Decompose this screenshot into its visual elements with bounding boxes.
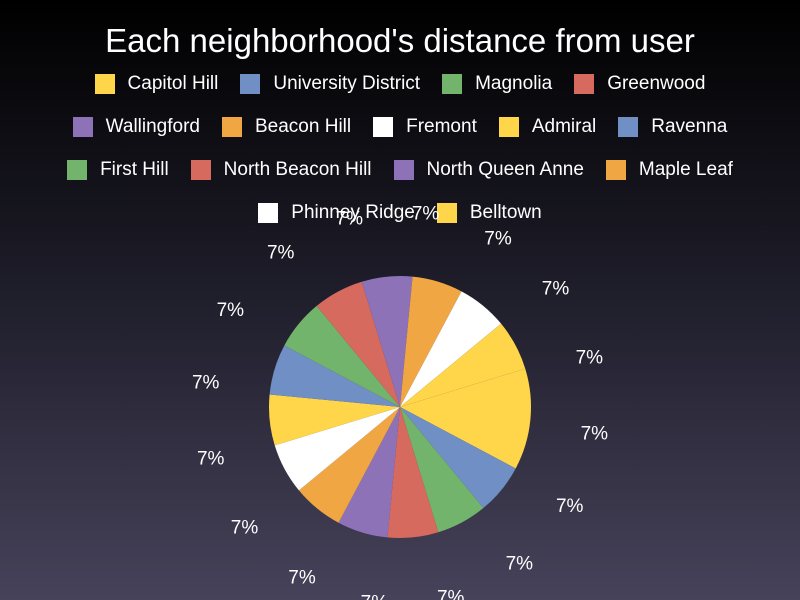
slice-percent-label: 7% bbox=[542, 279, 570, 300]
legend-label: North Beacon Hill bbox=[223, 158, 372, 180]
pie-slice bbox=[387, 407, 439, 538]
legend-swatch bbox=[393, 159, 414, 180]
slice-percent-label: 7% bbox=[361, 592, 389, 600]
pie-slice bbox=[400, 407, 484, 533]
pie-slice bbox=[269, 394, 400, 446]
legend-swatch bbox=[258, 202, 279, 223]
slice-percent-label: 7% bbox=[192, 372, 220, 393]
legend-item: University District bbox=[240, 73, 420, 95]
legend-swatch bbox=[94, 73, 115, 94]
pie-slice bbox=[269, 345, 400, 407]
legend-row: Phinney Ridge Belltown bbox=[0, 191, 800, 234]
legend-label: University District bbox=[273, 72, 421, 94]
legend-item: Greenwood bbox=[574, 73, 705, 95]
slice-percent-label: 7% bbox=[506, 554, 534, 575]
legend-label: Capitol Hill bbox=[127, 72, 219, 94]
legend-swatch bbox=[222, 116, 242, 137]
pie-slice bbox=[298, 407, 400, 523]
slice-percent-label: 7% bbox=[217, 300, 245, 321]
slice-percent-label: 7% bbox=[267, 243, 295, 264]
slice-percent-label: 7% bbox=[556, 496, 584, 517]
legend-label: Belltown bbox=[469, 201, 542, 223]
legend-swatch bbox=[72, 116, 93, 137]
legend-swatch bbox=[442, 73, 463, 94]
slice-percent-label: 7% bbox=[336, 209, 364, 230]
legend-item: Wallingford bbox=[72, 115, 200, 138]
legend-item: Fremont bbox=[373, 116, 477, 138]
legend-item: North Beacon Hill bbox=[190, 158, 372, 181]
pie-slice bbox=[284, 305, 400, 407]
legend-item: Maple Leaf bbox=[605, 158, 733, 181]
legend-label: North Queen Anne bbox=[426, 158, 584, 180]
slice-percent-label: 7% bbox=[437, 587, 465, 600]
legend-label: First Hill bbox=[100, 158, 169, 180]
legend-swatch bbox=[618, 116, 639, 137]
pie-slice bbox=[400, 276, 462, 407]
legend-swatch bbox=[67, 159, 88, 180]
pie-slice bbox=[400, 407, 516, 509]
legend-swatch bbox=[498, 116, 519, 137]
legend-label: Phinney Ridge bbox=[291, 201, 415, 223]
legend-swatch bbox=[240, 73, 261, 94]
legend-label: Fremont bbox=[406, 115, 477, 137]
legend-item: First Hill bbox=[67, 159, 169, 181]
legend-item: Phinney Ridge bbox=[258, 202, 415, 224]
pie-slice bbox=[274, 407, 400, 491]
pie-slice bbox=[338, 407, 400, 538]
slice-percent-label: 7% bbox=[288, 568, 316, 589]
legend-swatch bbox=[373, 116, 394, 137]
legend-swatch bbox=[190, 159, 211, 180]
slice-percent-label: 7% bbox=[197, 449, 225, 470]
legend-item: Ravenna bbox=[618, 116, 727, 138]
legend-swatch bbox=[436, 202, 457, 223]
slice-percent-label: 7% bbox=[581, 424, 609, 445]
legend-item: Admiral bbox=[498, 115, 597, 138]
slice-percent-label: 7% bbox=[484, 228, 512, 249]
legend-label: Greenwood bbox=[607, 72, 706, 94]
legend-item: North Queen Anne bbox=[393, 158, 584, 181]
legend-item: Belltown bbox=[436, 201, 542, 224]
legend-item: Capitol Hill bbox=[94, 72, 219, 95]
legend-item: Magnolia bbox=[442, 73, 552, 95]
legend-row: First Hill North Beacon Hill North Queen A… bbox=[0, 148, 800, 191]
legend-swatch bbox=[574, 73, 595, 94]
legend-label: Beacon Hill bbox=[255, 115, 352, 137]
legend-label: Ravenna bbox=[651, 115, 728, 137]
legend-label: Admiral bbox=[531, 115, 597, 137]
legend-row: Capitol Hill University District Magnolia G… bbox=[0, 62, 800, 105]
pie-slice bbox=[361, 276, 413, 407]
chart-legend: Capitol Hill University District Magnolia G… bbox=[0, 62, 800, 234]
pie-slice bbox=[400, 323, 526, 407]
legend-swatch bbox=[605, 159, 626, 180]
slice-percent-label: 7% bbox=[576, 347, 604, 368]
pie-slice bbox=[400, 368, 531, 469]
slice-percent-label: 7% bbox=[231, 517, 259, 538]
legend-label: Wallingford bbox=[105, 115, 200, 137]
legend-row: Wallingford Beacon Hill Fremont Admiral Rave… bbox=[0, 105, 800, 148]
chart-title: Each neighborhood's distance from user bbox=[105, 22, 695, 59]
slice-percent-label: 7% bbox=[412, 204, 440, 225]
legend-label: Maple Leaf bbox=[638, 158, 733, 180]
pie-slice bbox=[316, 281, 400, 407]
legend-label: Magnolia bbox=[475, 72, 553, 94]
pie-slice bbox=[400, 291, 502, 407]
legend-item: Beacon Hill bbox=[222, 116, 351, 138]
